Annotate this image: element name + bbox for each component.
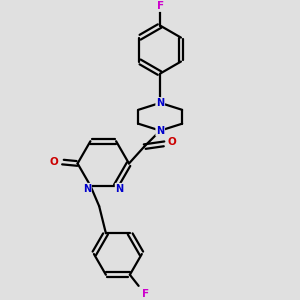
Text: O: O: [167, 137, 176, 147]
Text: N: N: [156, 98, 164, 108]
Text: F: F: [142, 289, 149, 299]
Text: N: N: [156, 126, 164, 136]
Text: N: N: [116, 184, 124, 194]
Text: N: N: [83, 184, 91, 194]
Text: O: O: [50, 157, 58, 167]
Text: F: F: [157, 1, 164, 11]
